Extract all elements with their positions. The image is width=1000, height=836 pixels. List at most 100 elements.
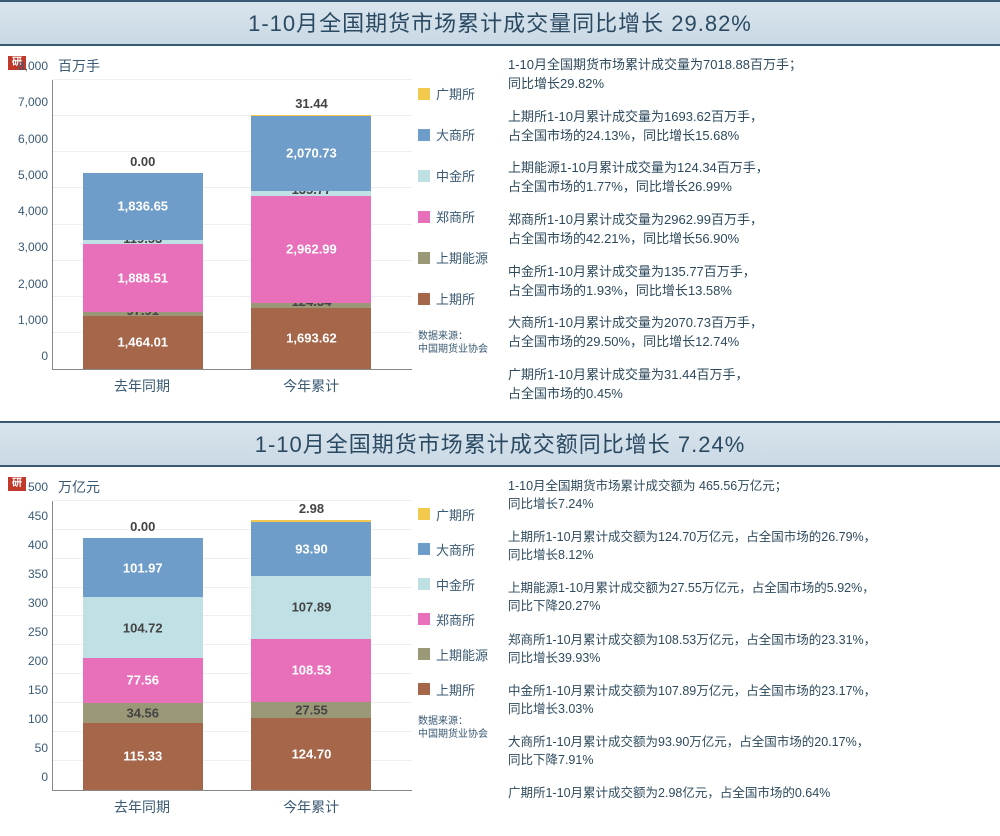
bar-segment-dashangsuo: 1,836.65 xyxy=(83,173,203,240)
bar-segment-shangqisuo: 115.33 xyxy=(83,723,203,790)
bar-segment-dashangsuo: 93.90 xyxy=(251,522,371,576)
stacked-bar-chart: 050100150200250300350400450500115.3334.5… xyxy=(8,501,418,821)
legend-item: 中金所 xyxy=(418,575,498,594)
legend-swatch xyxy=(418,683,430,695)
x-tick: 今年累计 xyxy=(283,376,339,396)
legend-item: 广期所 xyxy=(418,505,498,524)
y-tick: 5,000 xyxy=(18,168,48,182)
bar-segment-guangqisuo xyxy=(251,520,371,522)
y-tick: 8,000 xyxy=(18,59,48,73)
data-source: 数据来源：中国期货业协会 xyxy=(418,330,498,356)
bar-segment-zhengshangsuo: 1,888.51 xyxy=(83,244,203,312)
summary-paragraph: 广期所1-10月累计成交量为31.44百万手，占全国市场的0.45% xyxy=(508,366,992,404)
y-tick: 6,000 xyxy=(18,132,48,146)
legend-label: 郑商所 xyxy=(436,610,475,629)
bar-segment-guangqisuo xyxy=(251,115,371,116)
bar-segment-shangqinengyuan: 27.55 xyxy=(251,702,371,718)
legend-item: 上期能源 xyxy=(418,248,498,267)
segment-label: 2,962.99 xyxy=(251,242,371,257)
legend-item: 中金所 xyxy=(418,166,498,185)
segment-label: 101.97 xyxy=(83,560,203,575)
chart-panel: 1-10月全国期货市场累计成交量同比增长 29.82%研百万手01,0002,0… xyxy=(0,0,1000,422)
y-axis: 01,0002,0003,0004,0005,0006,0007,0008,00… xyxy=(8,80,52,370)
summary-paragraph: 上期所1-10月累计成交额为124.70万亿元，占全国市场的26.79%，同比增… xyxy=(508,528,992,564)
research-badge: 研 xyxy=(8,477,26,491)
y-axis-unit: 百万手 xyxy=(58,56,418,76)
legend-label: 中金所 xyxy=(436,166,475,185)
legend-label: 上期能源 xyxy=(436,645,488,664)
summary-text: 1-10月全国期货市场累计成交量为7018.88百万手；同比增长29.82% 上期… xyxy=(498,54,992,418)
legend-item: 上期所 xyxy=(418,289,498,308)
data-source: 数据来源：中国期货业协会 xyxy=(418,715,498,741)
legend-label: 中金所 xyxy=(436,575,475,594)
bar-top-label: 0.00 xyxy=(83,519,203,534)
y-tick: 1,000 xyxy=(18,313,48,327)
chart-panel: 1-10月全国期货市场累计成交额同比增长 7.24%研万亿元0501001502… xyxy=(0,421,1000,825)
bar-segment-dashangsuo: 101.97 xyxy=(83,538,203,597)
bar-top-label: 31.44 xyxy=(251,96,371,111)
y-tick: 400 xyxy=(28,538,48,552)
y-axis-unit: 万亿元 xyxy=(58,477,418,497)
bar-segment-zhongjinsuo: 119.53 xyxy=(83,240,203,244)
summary-paragraph: 中金所1-10月累计成交量为135.77百万手，占全国市场的1.93%，同比增长… xyxy=(508,263,992,301)
segment-label: 108.53 xyxy=(251,663,371,678)
y-tick: 250 xyxy=(28,625,48,639)
segment-label: 1,693.62 xyxy=(251,331,371,346)
legend-label: 郑商所 xyxy=(436,207,475,226)
y-tick: 450 xyxy=(28,509,48,523)
segment-label: 1,888.51 xyxy=(83,271,203,286)
segment-label: 107.89 xyxy=(251,600,371,615)
summary-text: 1-10月全国期货市场累计成交额为 465.56万亿元；同比增长7.24%上期所… xyxy=(498,475,992,821)
y-tick: 2,000 xyxy=(18,277,48,291)
segment-label: 2,070.73 xyxy=(251,146,371,161)
bar-segment-zhengshangsuo: 2,962.99 xyxy=(251,196,371,303)
bar-segment-shangqinengyuan: 124.34 xyxy=(251,303,371,308)
legend-swatch xyxy=(418,293,430,305)
summary-paragraph: 广期所1-10月累计成交额为2.98亿元，占全国市场的0.64% xyxy=(508,784,992,802)
bar-segment-zhongjinsuo: 107.89 xyxy=(251,576,371,639)
panel-body: 研万亿元050100150200250300350400450500115.33… xyxy=(0,467,1000,825)
x-tick: 去年同期 xyxy=(114,797,170,817)
bar-segment-dashangsuo: 2,070.73 xyxy=(251,116,371,191)
segment-label: 1,464.01 xyxy=(83,335,203,350)
y-tick: 0 xyxy=(41,349,48,363)
legend-swatch xyxy=(418,211,430,223)
segment-label: 104.72 xyxy=(83,620,203,635)
legend-swatch xyxy=(418,508,430,520)
y-tick: 350 xyxy=(28,567,48,581)
summary-paragraph: 上期能源1-10月累计成交额为27.55万亿元，占全国市场的5.92%，同比下降… xyxy=(508,579,992,615)
legend-swatch xyxy=(418,648,430,660)
bar-segment-zhengshangsuo: 108.53 xyxy=(251,639,371,702)
legend-label: 上期所 xyxy=(436,289,475,308)
legend-swatch xyxy=(418,252,430,264)
bar-segment-shangqisuo: 1,693.62 xyxy=(251,308,371,369)
legend-item: 上期所 xyxy=(418,680,498,699)
y-tick: 7,000 xyxy=(18,95,48,109)
panel-title: 1-10月全国期货市场累计成交量同比增长 29.82% xyxy=(0,2,1000,46)
segment-label: 1,836.65 xyxy=(83,199,203,214)
legend-item: 大商所 xyxy=(418,540,498,559)
bar-segment-shangqisuo: 124.70 xyxy=(251,718,371,790)
x-axis: 去年同期 今年累计 xyxy=(52,795,412,821)
legend-item: 广期所 xyxy=(418,84,498,103)
bar-segment-zhongjinsuo: 135.77 xyxy=(251,191,371,196)
legend-swatch xyxy=(418,543,430,555)
bar-segment-shangqinengyuan: 97.91 xyxy=(83,312,203,316)
x-tick: 今年累计 xyxy=(283,797,339,817)
y-tick: 100 xyxy=(28,712,48,726)
summary-paragraph: 1-10月全国期货市场累计成交量为7018.88百万手；同比增长29.82% xyxy=(508,56,992,94)
summary-paragraph: 上期能源1-10月累计成交量为124.34百万手，占全国市场的1.77%，同比增… xyxy=(508,159,992,197)
plot-area: 1,464.0197.911,888.51119.531,836.650.001… xyxy=(52,80,412,370)
gridline xyxy=(53,79,412,80)
bar-segment-zhengshangsuo: 77.56 xyxy=(83,658,203,703)
legend-item: 大商所 xyxy=(418,125,498,144)
segment-label: 124.70 xyxy=(251,746,371,761)
panel-title: 1-10月全国期货市场累计成交额同比增长 7.24% xyxy=(0,423,1000,467)
x-tick: 去年同期 xyxy=(114,376,170,396)
legend-swatch xyxy=(418,88,430,100)
segment-label: 34.56 xyxy=(83,705,203,720)
legend-swatch xyxy=(418,613,430,625)
y-tick: 3,000 xyxy=(18,240,48,254)
y-tick: 500 xyxy=(28,480,48,494)
panel-body: 研百万手01,0002,0003,0004,0005,0006,0007,000… xyxy=(0,46,1000,422)
